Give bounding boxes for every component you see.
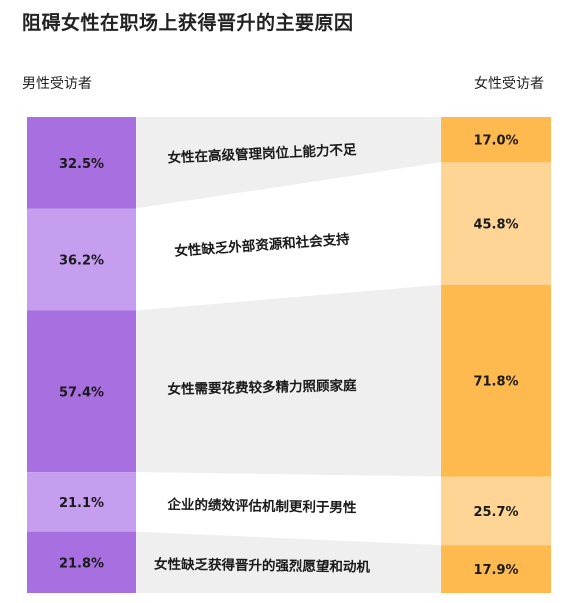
male-bar-segment	[27, 472, 136, 532]
female-value-label: 71.8%	[473, 375, 518, 390]
male-bar-segment	[27, 208, 136, 311]
female-respondents-label: 女性受访者	[474, 76, 544, 92]
category-label: 女性需要花费较多精力照顾家庭	[167, 377, 357, 398]
chart-title: 阻碍女性在职场上获得晋升的主要原因	[22, 12, 354, 34]
female-bar-segment	[441, 117, 551, 163]
connector-band	[136, 117, 441, 209]
female-bar-segment	[441, 162, 551, 285]
male-value-label: 21.8%	[59, 556, 104, 571]
connector-band	[136, 531, 441, 593]
male-value-label: 57.4%	[59, 385, 104, 400]
connector-band	[136, 162, 441, 311]
female-value-label: 17.9%	[473, 563, 518, 578]
connector-band	[136, 472, 441, 546]
male-respondents-label: 男性受访者	[22, 76, 92, 92]
female-bar-segment	[441, 284, 551, 477]
male-bar-segment	[27, 531, 136, 593]
male-bar-segment	[27, 117, 136, 209]
male-value-label: 36.2%	[59, 254, 104, 269]
female-value-label: 25.7%	[473, 505, 518, 520]
male-value-label: 32.5%	[59, 157, 104, 172]
female-value-label: 45.8%	[473, 218, 518, 233]
category-label: 女性缺乏获得晋升的强烈愿望和动机	[154, 556, 371, 576]
connector-band	[136, 284, 441, 477]
female-bar-segment	[441, 476, 551, 546]
male-bar-segment	[27, 310, 136, 473]
female-value-label: 17.0%	[473, 134, 518, 149]
category-label: 企业的绩效评估机制更利于男性	[166, 496, 357, 516]
male-value-label: 21.1%	[59, 496, 104, 511]
female-bar-segment	[441, 545, 551, 593]
